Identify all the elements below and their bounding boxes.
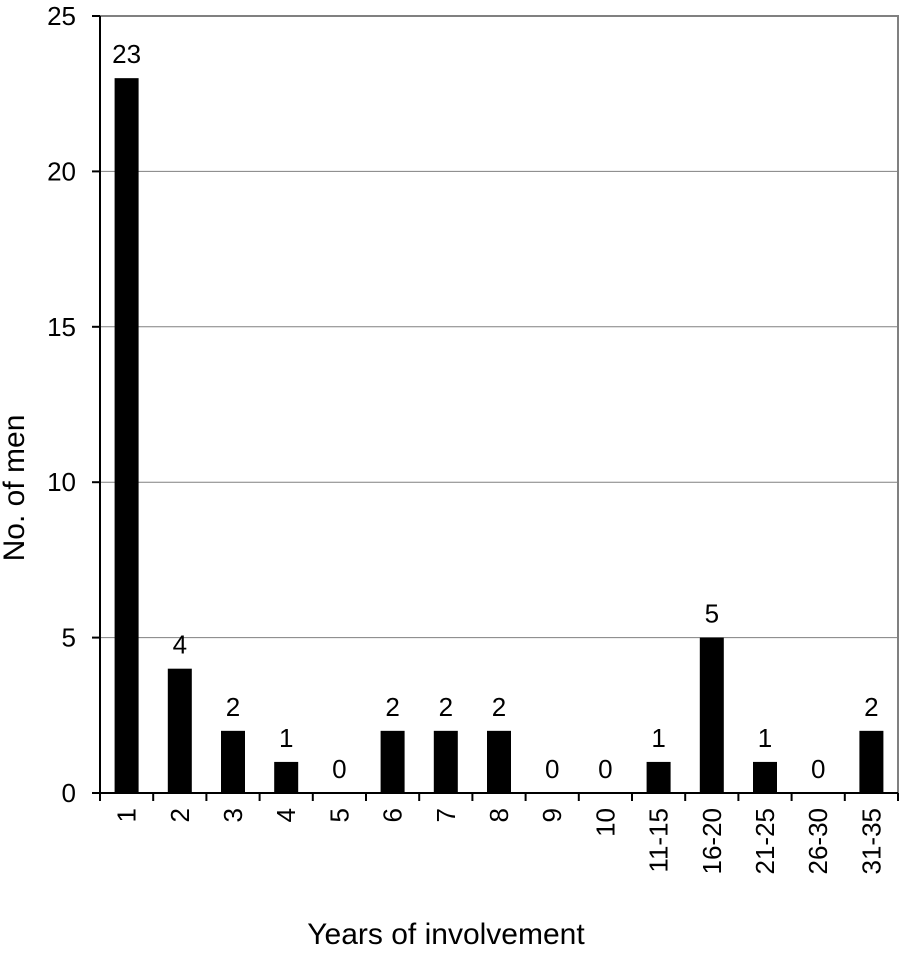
data-labels: 23 4 2 1 0 2 2 2 0 0 1 5 1 0 2 [112, 39, 878, 784]
data-label: 2 [439, 692, 453, 722]
x-tick-label: 2 [165, 808, 195, 822]
bar [753, 761, 777, 793]
data-label: 2 [492, 692, 506, 722]
data-label: 0 [332, 754, 346, 784]
x-tick-label: 8 [484, 808, 514, 822]
data-label: 4 [173, 630, 187, 660]
bar [221, 730, 245, 793]
x-tick-label: 3 [218, 808, 248, 822]
data-label: 5 [705, 599, 719, 629]
x-tick-label: 31-35 [856, 808, 886, 875]
bar [380, 730, 405, 793]
bar [699, 637, 724, 793]
data-label: 1 [279, 723, 293, 753]
x-tick-label: 11-15 [644, 808, 674, 873]
y-tick-label: 25 [47, 1, 76, 31]
axes [92, 15, 899, 801]
x-axis-title: Years of involvement [307, 918, 585, 951]
y-tick-label: 15 [47, 312, 76, 342]
x-tick-label: 4 [271, 808, 301, 822]
bar [646, 761, 671, 793]
x-tick-label: 10 [590, 808, 620, 837]
gridlines [100, 170, 898, 639]
x-tick-label: 7 [431, 808, 461, 822]
data-label: 1 [651, 723, 665, 753]
y-axis-title: No. of men [0, 415, 31, 562]
x-tick-label: 26-30 [803, 808, 833, 875]
x-tick-label: 21-25 [750, 808, 780, 875]
x-tick-label: 5 [324, 808, 354, 822]
y-tick-label: 5 [62, 623, 76, 653]
data-label: 2 [226, 692, 240, 722]
y-tick-label: 20 [47, 156, 76, 186]
data-label: 2 [385, 692, 399, 722]
data-label: 0 [545, 754, 559, 784]
data-label: 23 [112, 39, 141, 69]
y-tick-label: 10 [47, 467, 76, 497]
bars [114, 78, 884, 793]
y-tick-label: 0 [62, 778, 76, 808]
bar [859, 730, 884, 793]
bar [433, 730, 458, 793]
data-label: 0 [598, 754, 612, 784]
data-label: 0 [811, 754, 825, 784]
x-tick-label: 6 [378, 808, 408, 822]
x-tick-label: 9 [537, 808, 567, 822]
bar [274, 761, 299, 793]
data-label: 1 [758, 723, 772, 753]
data-label: 2 [864, 692, 878, 722]
bar [114, 78, 139, 793]
x-tick-label: 1 [112, 808, 142, 822]
bar [487, 730, 511, 793]
bar [167, 668, 192, 793]
x-tick-label: 16-20 [697, 808, 727, 875]
